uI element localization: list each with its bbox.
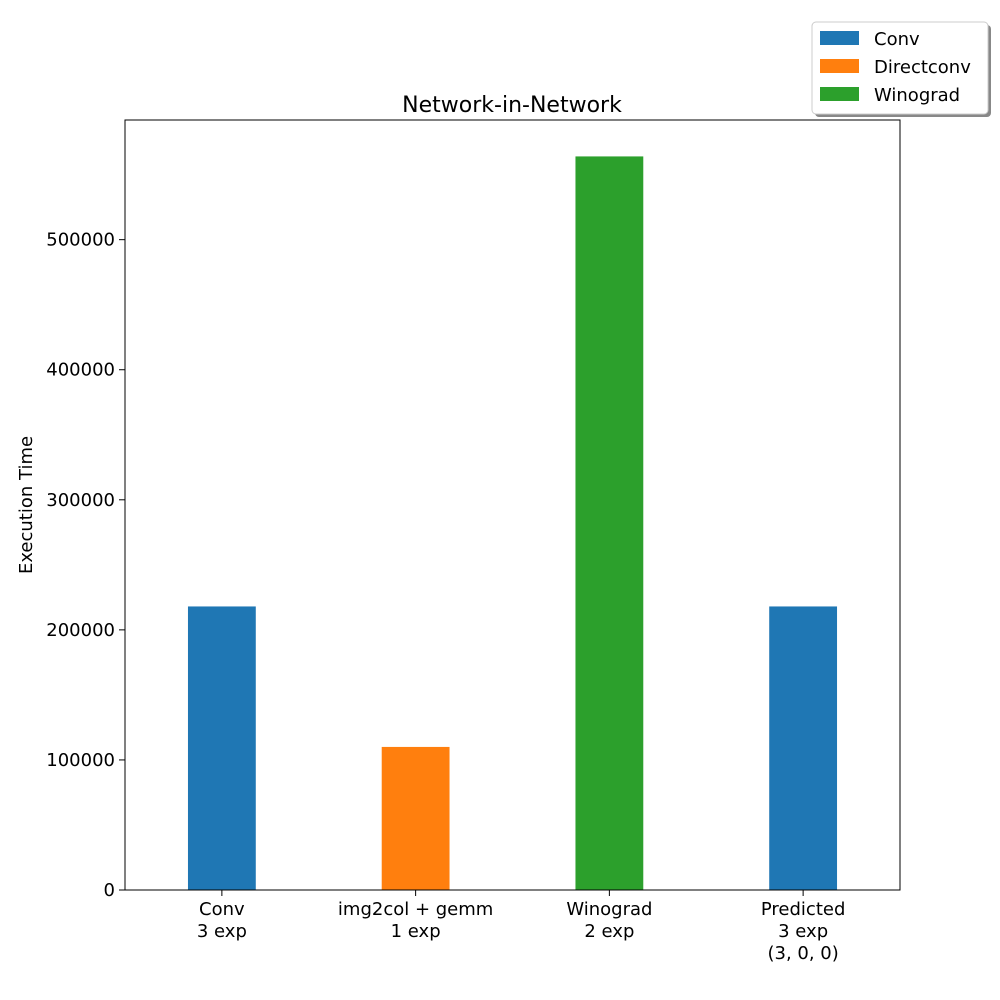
x-tick-label: Conv 3 exp	[197, 899, 247, 942]
x-tick-label: img2col + gemm 1 exp	[338, 899, 493, 942]
x-tick-label: Winograd 2 exp	[566, 899, 652, 942]
legend-label: Winograd	[874, 85, 960, 106]
bar-2	[575, 156, 644, 890]
bar-3	[769, 606, 838, 890]
bars-layer	[187, 156, 838, 890]
legend-label: Directconv	[874, 57, 971, 78]
chart-title: Network-in-Network	[402, 93, 622, 118]
legend-swatch	[820, 31, 859, 45]
y-tick-label: 300000	[46, 490, 115, 511]
bar-0	[187, 606, 256, 890]
x-tick-label: Predicted 3 exp (3, 0, 0)	[761, 899, 846, 964]
bar-1	[381, 746, 450, 890]
x-axis: Conv 3 exp img2col + gemm 1 exp Winograd 2 ex…	[197, 890, 846, 964]
y-tick-label: 100000	[46, 750, 115, 771]
y-axis: 0 100000 200000 300000 400000 500000	[46, 230, 125, 901]
y-tick-label: 500000	[46, 230, 115, 251]
legend-swatch	[820, 87, 859, 101]
y-tick-label: 0	[104, 880, 115, 901]
legend-swatch	[820, 59, 859, 73]
y-tick-label: 400000	[46, 360, 115, 381]
legend-label: Conv	[874, 29, 920, 50]
y-tick-label: 200000	[46, 620, 115, 641]
legend: Conv Directconv Winograd	[811, 21, 991, 117]
plot-frame	[124, 119, 901, 891]
y-axis-label: Execution Time	[16, 436, 37, 574]
